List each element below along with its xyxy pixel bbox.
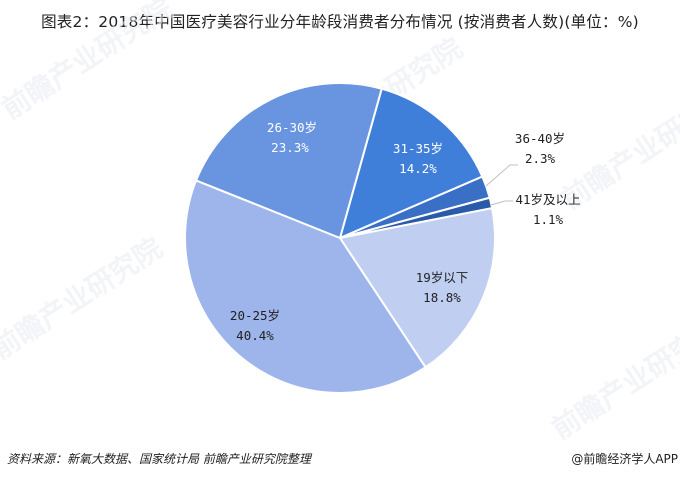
data-label-31-35: 31-35岁 14.2% <box>393 141 443 176</box>
svg-text:26-30岁: 26-30岁 <box>267 120 317 135</box>
leader-line-36-40 <box>485 164 518 187</box>
pie-slice-20-25岁 <box>184 179 427 394</box>
data-label-36-40: 36-40岁 2.3% <box>515 131 565 166</box>
chart-title: 图表2：2018年中国医疗美容行业分年龄段消费者分布情况 (按消费者人数)(单位… <box>41 13 639 31</box>
svg-text:40.4%: 40.4% <box>236 328 274 343</box>
data-label-41-plus: 41岁及以上 1.1% <box>515 192 580 227</box>
svg-text:前瞻产业研究院: 前瞻产业研究院 <box>0 231 168 365</box>
svg-text:36-40岁: 36-40岁 <box>515 131 565 146</box>
svg-text:23.3%: 23.3% <box>271 140 309 155</box>
data-label-20-25: 20-25岁 40.4% <box>230 308 280 343</box>
data-label-19-under: 19岁以下 18.8% <box>416 270 469 305</box>
pie-slice-31-35岁 <box>338 87 484 240</box>
pie-slice-19岁以下 <box>338 206 496 369</box>
svg-text:31-35岁: 31-35岁 <box>393 141 443 156</box>
credit-note: @前瞻经济学人APP <box>571 452 678 466</box>
source-note: 资料来源：新氧大数据、国家统计局 前瞻产业研究院整理 <box>7 452 311 466</box>
pie-slice-26-30岁 <box>194 82 383 240</box>
svg-text:18.8%: 18.8% <box>423 290 461 305</box>
leader-line-41 <box>490 200 513 206</box>
svg-text:前瞻产业研究院: 前瞻产业研究院 <box>0 0 178 126</box>
svg-text:19岁以下: 19岁以下 <box>416 270 469 285</box>
svg-text:2.3%: 2.3% <box>525 151 556 166</box>
svg-text:41岁及以上: 41岁及以上 <box>515 192 580 207</box>
svg-text:前瞻产业研究院: 前瞻产业研究院 <box>546 311 680 445</box>
data-label-26-30: 26-30岁 23.3% <box>267 120 317 155</box>
svg-text:14.2%: 14.2% <box>399 161 437 176</box>
svg-text:20-25岁: 20-25岁 <box>230 308 280 323</box>
svg-text:1.1%: 1.1% <box>533 212 564 227</box>
pie-slices <box>184 82 496 394</box>
